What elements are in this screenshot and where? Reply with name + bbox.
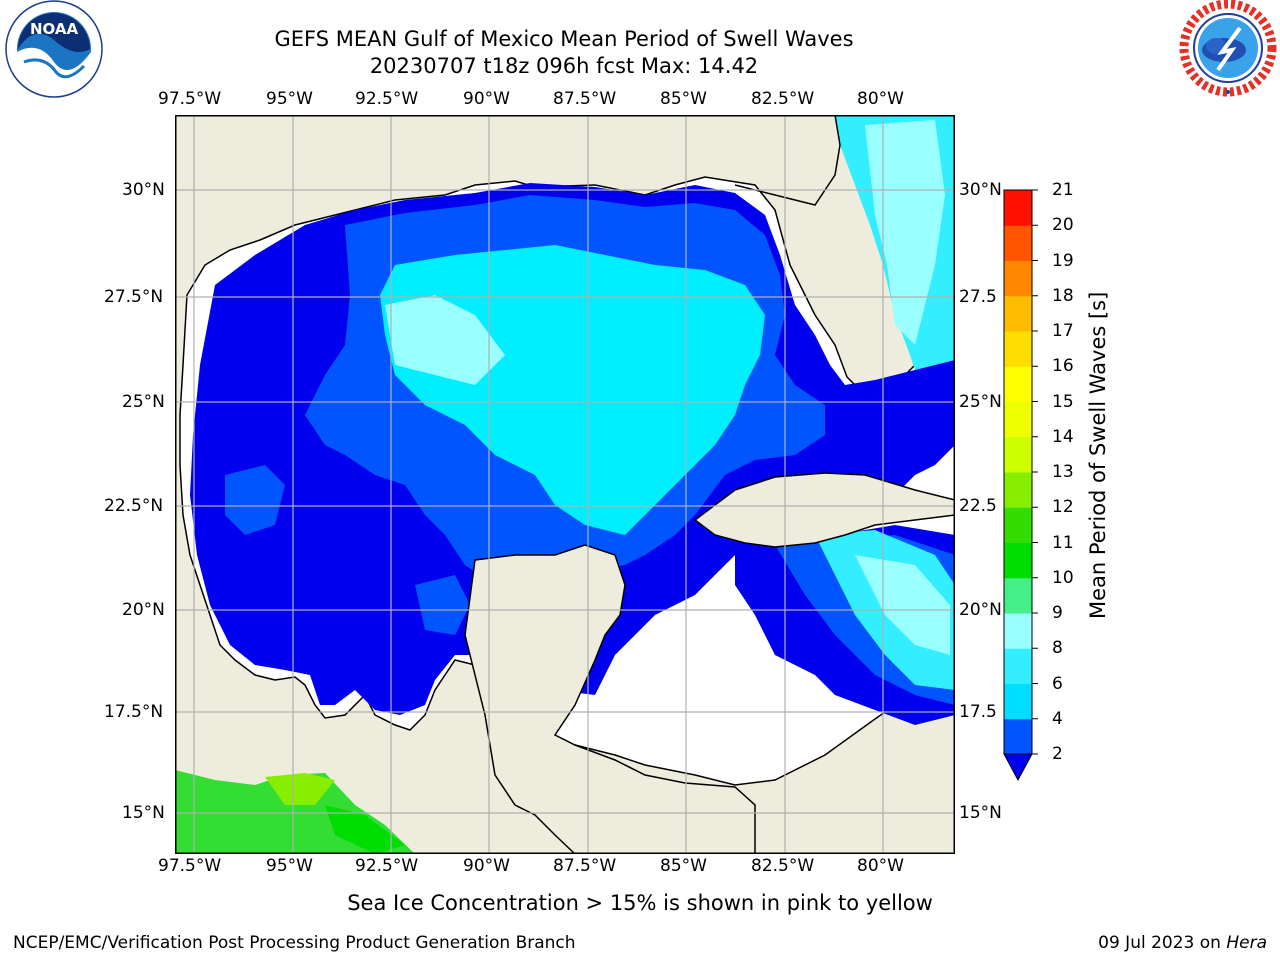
colorbar-tick-label: 11 bbox=[1052, 532, 1074, 553]
colorbar-tick-label: 14 bbox=[1052, 426, 1074, 447]
colorbar-tick-label: 9 bbox=[1052, 603, 1063, 623]
map-frame bbox=[175, 114, 956, 855]
map-title: GEFS MEAN Gulf of Mexico Mean Period of … bbox=[274, 27, 854, 51]
lon-label-top: 80°W bbox=[857, 89, 904, 109]
colorbar-bin bbox=[1004, 648, 1032, 684]
map-subtitle: 20230707 t18z 096h fcst Max: 14.42 bbox=[369, 54, 759, 78]
lon-label-bottom: 82.5°W bbox=[751, 856, 815, 876]
colorbar-label: Mean Period of Swell Waves [s] bbox=[1086, 291, 1110, 619]
footer-date: 09 Jul 2023 on Hera bbox=[1098, 933, 1267, 953]
lat-label-right: 27.5 bbox=[959, 287, 997, 307]
colorbar-bin bbox=[1004, 507, 1032, 543]
colorbar-bin bbox=[1004, 331, 1032, 367]
colorbar-bin bbox=[1004, 295, 1032, 332]
footer-machine: Hera bbox=[1226, 933, 1267, 953]
colorbar-tick-label: 21 bbox=[1052, 180, 1074, 200]
footer-date-text: 09 Jul 2023 on bbox=[1098, 933, 1227, 953]
lat-label-right: 15°N bbox=[959, 803, 1002, 823]
lat-label-left: 27.5°N bbox=[104, 287, 164, 307]
colorbar-extend-arrow bbox=[1003, 753, 1033, 782]
colorbar-bin bbox=[1004, 436, 1032, 473]
lon-label-top: 85°W bbox=[660, 89, 707, 109]
cuba bbox=[693, 472, 956, 548]
colorbar-tick-label: 15 bbox=[1052, 391, 1074, 412]
lat-label-right: 25°N bbox=[959, 392, 1002, 412]
lon-label-top: 82.5°W bbox=[751, 89, 815, 109]
colorbar-bin bbox=[1004, 613, 1032, 649]
colorbar-tick-label: 20 bbox=[1052, 215, 1074, 236]
colorbar-tick-label: 8 bbox=[1052, 638, 1063, 659]
lat-label-right: 17.5 bbox=[959, 702, 997, 722]
lat-label-left: 22.5°N bbox=[104, 496, 164, 516]
colorbar bbox=[996, 182, 1046, 784]
colorbar-tick-label: 13 bbox=[1052, 462, 1074, 482]
lat-label-left: 17.5°N bbox=[104, 702, 164, 722]
colorbar-tick-label: 2 bbox=[1052, 744, 1063, 764]
lon-label-top: 87.5°W bbox=[553, 89, 617, 109]
lon-label-bottom: 90°W bbox=[463, 856, 510, 876]
noaa-logo-text: NOAA bbox=[30, 20, 79, 38]
lon-label-top: 90°W bbox=[463, 89, 510, 109]
colorbar-bin bbox=[1004, 401, 1032, 438]
lat-label-right: 20°N bbox=[959, 600, 1002, 620]
lon-label-bottom: 87.5°W bbox=[553, 856, 617, 876]
colorbar-bin bbox=[1004, 190, 1032, 226]
lat-label-right: 22.5 bbox=[959, 496, 997, 516]
colorbar-bin bbox=[1004, 542, 1032, 579]
colorbar-tick-label: 10 bbox=[1052, 567, 1074, 588]
colorbar-bin bbox=[1004, 472, 1032, 508]
lat-label-right: 30°N bbox=[959, 180, 1002, 200]
sea-ice-note: Sea Ice Concentration > 15% is shown in … bbox=[347, 891, 933, 915]
lon-label-bottom: 95°W bbox=[266, 856, 313, 876]
graticule bbox=[175, 115, 955, 854]
colorbar-tick-label: 16 bbox=[1052, 356, 1074, 377]
noaa-logo: NOAA bbox=[4, 0, 104, 100]
footer-credit: NCEP/EMC/Verification Post Processing Pr… bbox=[13, 933, 576, 953]
colorbar-ticks: 2 4 6 8 9 10 11 12 13 14 15 16 17 18 19 20 21 bbox=[1052, 0, 1092, 960]
lat-label-left: 15°N bbox=[122, 803, 165, 823]
colorbar-bin bbox=[1004, 683, 1032, 720]
lon-label-bottom: 85°W bbox=[660, 856, 707, 876]
lat-label-left: 20°N bbox=[122, 600, 165, 620]
colorbar-bin bbox=[1004, 366, 1032, 402]
colorbar-bin bbox=[1004, 225, 1032, 261]
lon-label-top: 92.5°W bbox=[355, 89, 419, 109]
colorbar-bin bbox=[1004, 260, 1032, 297]
lon-label-bottom: 92.5°W bbox=[355, 856, 419, 876]
gulf-map bbox=[175, 114, 956, 855]
lat-label-left: 30°N bbox=[122, 180, 165, 200]
colorbar-bin bbox=[1004, 718, 1032, 755]
lat-label-left: 25°N bbox=[122, 392, 165, 412]
colorbar-tick-label: 12 bbox=[1052, 497, 1074, 518]
colorbar-tick-label: 18 bbox=[1052, 285, 1074, 306]
colorbar-tick-label: 6 bbox=[1052, 673, 1063, 694]
colorbar-tick-label: 19 bbox=[1052, 250, 1074, 271]
colorbar-tick-label: 4 bbox=[1052, 708, 1063, 729]
nws-logo bbox=[1178, 0, 1278, 100]
colorbar-tick-label: 17 bbox=[1052, 321, 1074, 341]
yucatan bbox=[464, 544, 756, 855]
lon-label-bottom: 97.5°W bbox=[158, 856, 222, 876]
lon-label-top: 97.5°W bbox=[158, 89, 222, 109]
lon-label-bottom: 80°W bbox=[857, 856, 904, 876]
colorbar-bin bbox=[1004, 577, 1032, 614]
lon-label-top: 95°W bbox=[266, 89, 313, 109]
